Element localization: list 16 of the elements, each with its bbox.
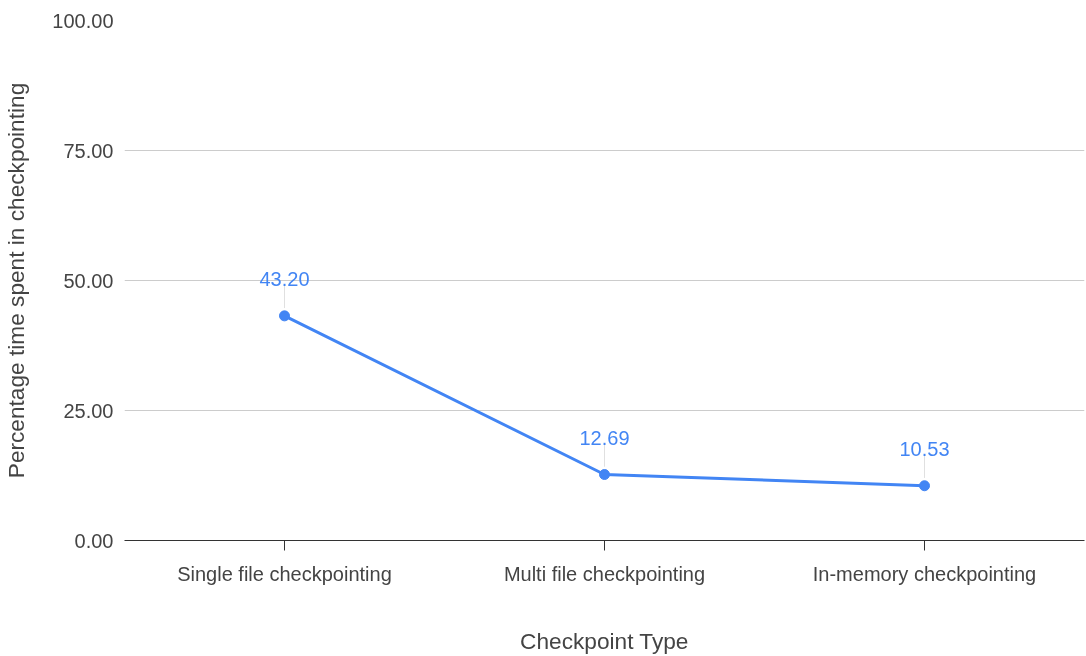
data-label: 12.69 <box>579 426 630 449</box>
point <box>919 480 930 492</box>
point <box>279 310 290 322</box>
y-tick-label: 75.00 <box>63 139 114 162</box>
y-tick-label: 25.00 <box>63 399 114 422</box>
x-tick-label: In-memory checkpointing <box>812 562 1037 585</box>
data-label: 43.20 <box>259 267 310 290</box>
point <box>599 469 610 480</box>
y-tick-label: 50.00 <box>63 269 114 292</box>
x-tick-label: Multi file checkpointing <box>503 562 706 585</box>
x-axis-title: Checkpoint Type <box>520 627 689 654</box>
y-tick-label: 100.00 <box>52 9 114 32</box>
x-tick-label: Single file checkpointing <box>177 562 392 585</box>
y-axis-title: Percentage time spent in checkpointing <box>3 82 30 479</box>
y-tick-label: 0.00 <box>74 529 114 552</box>
data-label: 10.53 <box>899 437 950 460</box>
